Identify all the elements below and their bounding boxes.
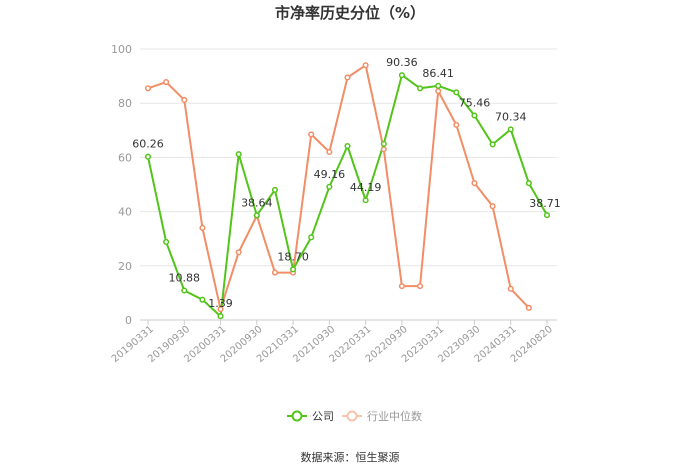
data-point[interactable]: [416, 283, 424, 290]
data-label: 86.41: [422, 67, 454, 80]
data-point[interactable]: [362, 62, 369, 69]
data-label: 1.39: [208, 297, 233, 310]
data-point[interactable]: [435, 82, 442, 89]
data-point[interactable]: [326, 183, 333, 190]
data-point[interactable]: [398, 283, 405, 290]
y-axis: 0 20 40 60 80 100: [111, 43, 132, 327]
series-line-1: [147, 64, 530, 311]
data-label: 49.16: [314, 168, 346, 181]
y-tick-label: 20: [118, 260, 132, 273]
data-label: 38.71: [529, 197, 561, 210]
data-point[interactable]: [235, 151, 242, 158]
data-point[interactable]: [290, 266, 297, 273]
y-tick-label: 40: [118, 206, 132, 219]
data-point[interactable]: [144, 153, 152, 160]
data-point[interactable]: [489, 203, 496, 210]
data-label: 10.88: [169, 272, 201, 285]
x-axis: 2019033120190930202003312020093020210331…: [110, 320, 555, 365]
data-label: 60.26: [132, 138, 164, 151]
data-point[interactable]: [344, 74, 351, 81]
y-tick-label: 0: [125, 314, 132, 327]
data-point[interactable]: [144, 85, 152, 92]
data-point[interactable]: [271, 269, 279, 276]
data-point[interactable]: [380, 146, 387, 153]
data-label: 38.64: [241, 196, 273, 209]
y-tick-label: 80: [118, 97, 132, 110]
data-point[interactable]: [199, 224, 206, 231]
chart-title: 市净率历史分位（%）: [275, 4, 425, 22]
legend-company-marker: [291, 410, 303, 422]
data-point[interactable]: [543, 212, 551, 219]
data-point[interactable]: [453, 121, 460, 128]
data-point[interactable]: [525, 304, 532, 311]
series-line-0: [147, 74, 548, 318]
y-tick-label: 100: [111, 43, 132, 56]
data-point[interactable]: [398, 72, 405, 79]
data-point[interactable]: [181, 287, 188, 294]
data-point[interactable]: [199, 296, 206, 303]
data-label: 75.46: [459, 97, 491, 110]
data-label: 44.19: [350, 181, 382, 194]
legend-item-industry-median[interactable]: 行业中位数: [342, 409, 422, 423]
grid: [140, 48, 557, 321]
data-point[interactable]: [489, 141, 496, 148]
data-point[interactable]: [163, 238, 170, 246]
data-point[interactable]: [362, 197, 369, 204]
data-label: 90.36: [386, 56, 418, 69]
data-point[interactable]: [525, 180, 532, 187]
data-point[interactable]: [308, 234, 315, 241]
legend-industry-label: 行业中位数: [367, 409, 422, 423]
legend-item-company[interactable]: 公司: [287, 410, 334, 423]
data-point[interactable]: [163, 79, 170, 86]
data-point[interactable]: [217, 313, 224, 320]
source-note: 数据来源：恒生聚源: [301, 450, 400, 464]
data-point[interactable]: [326, 148, 333, 156]
data-point[interactable]: [435, 87, 442, 95]
data-point[interactable]: [507, 126, 514, 133]
data-labels: 60.26 10.88 1.39 38.64 18.70 49.16 44.19 90.36 8…: [132, 56, 561, 310]
data-point[interactable]: [471, 112, 478, 119]
data-label: 18.70: [277, 250, 309, 263]
data-point[interactable]: [181, 96, 188, 103]
data-point[interactable]: [344, 142, 351, 150]
legend-company-label: 公司: [312, 410, 334, 423]
data-point[interactable]: [380, 140, 387, 147]
legend[interactable]: 公司 行业中位数: [287, 409, 422, 423]
y-tick-label: 60: [118, 151, 132, 164]
data-point[interactable]: [308, 131, 315, 138]
data-point[interactable]: [271, 186, 279, 193]
legend-industry-marker: [346, 410, 358, 422]
data-label: 70.34: [495, 110, 527, 123]
data-point[interactable]: [235, 249, 242, 256]
data-point[interactable]: [416, 85, 424, 92]
data-point[interactable]: [453, 89, 460, 96]
data-point[interactable]: [253, 212, 260, 219]
data-point[interactable]: [471, 180, 478, 187]
series-points: [144, 62, 551, 320]
data-point[interactable]: [507, 285, 514, 292]
data-point[interactable]: [217, 306, 224, 313]
